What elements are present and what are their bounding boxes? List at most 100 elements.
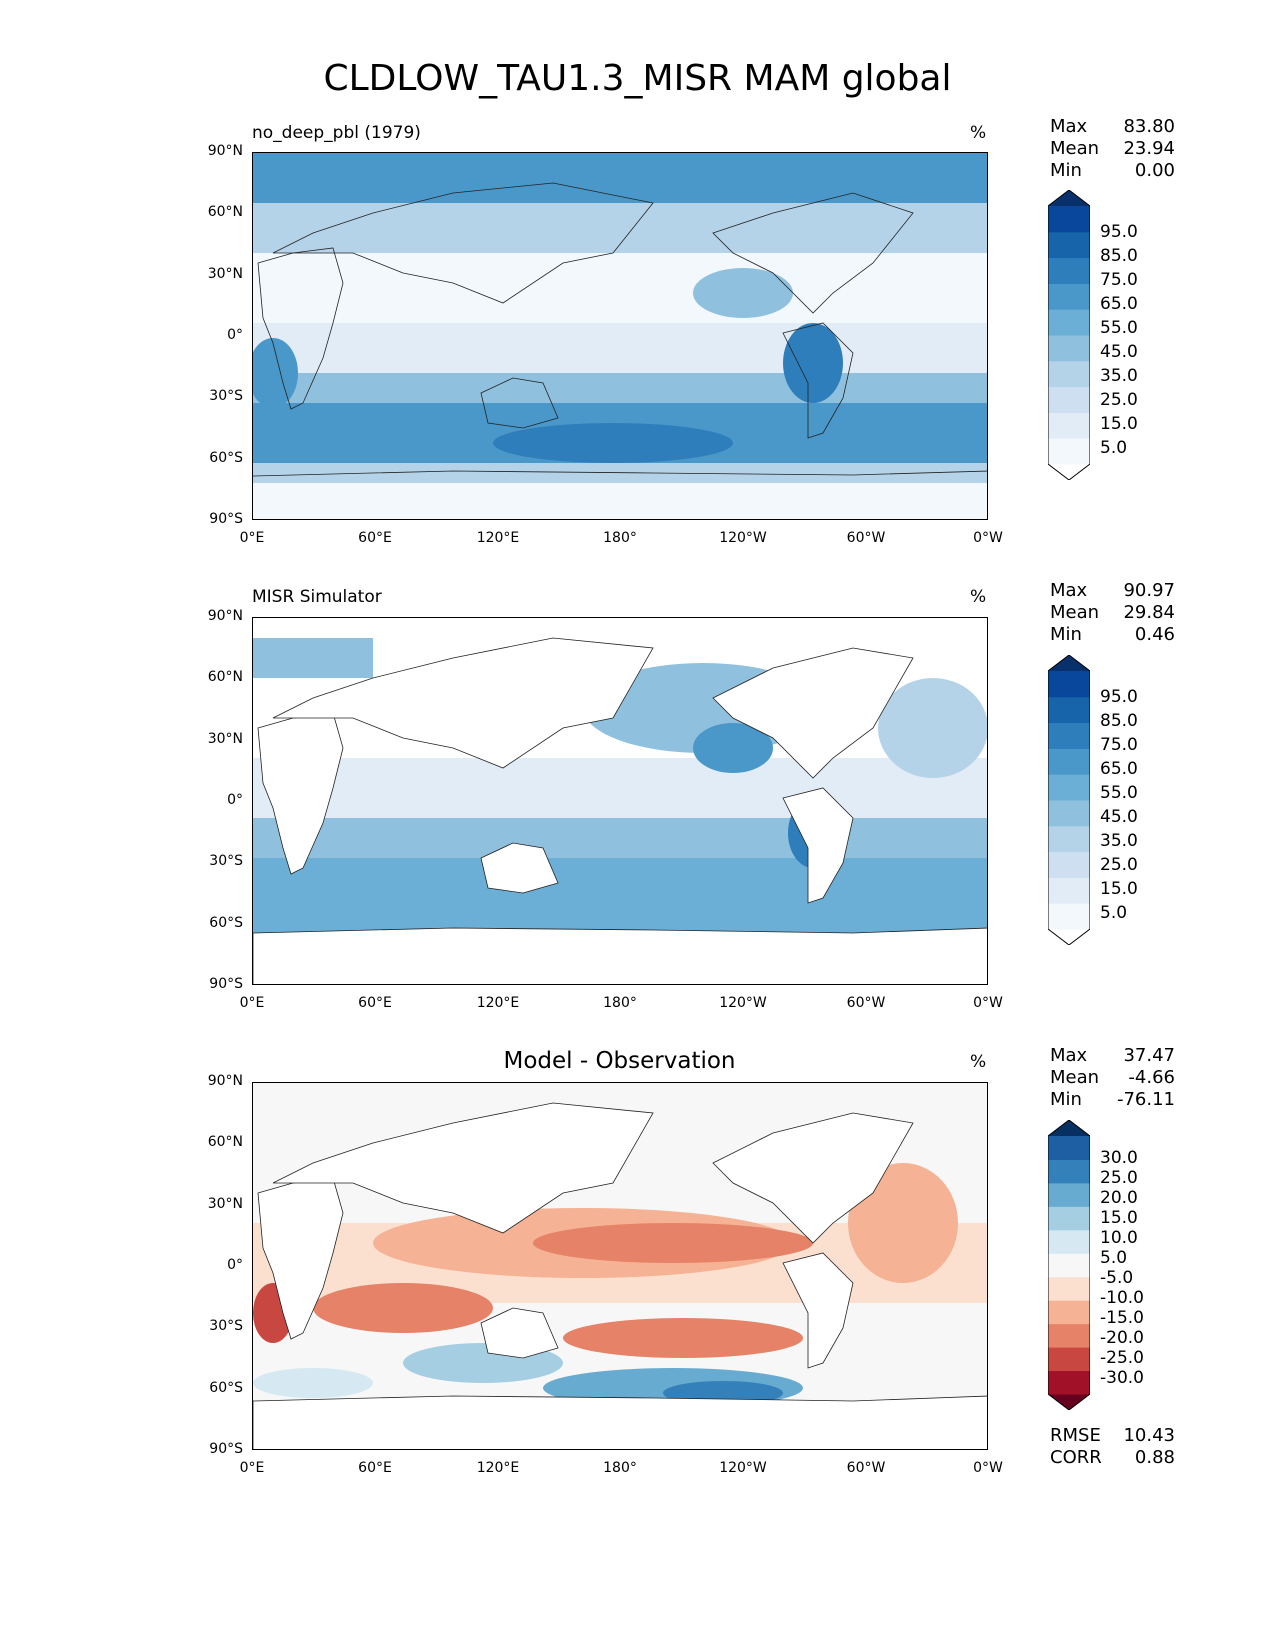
lat-label: 60°N	[207, 1134, 243, 1150]
colorbar-swatch	[1048, 438, 1090, 465]
colorbar	[1048, 190, 1090, 480]
stat-mean-label: Mean	[1050, 602, 1100, 623]
lon-label: 0°W	[973, 1460, 1003, 1476]
colorbar-swatch	[1048, 1159, 1090, 1184]
lon-label: 60°W	[846, 1460, 886, 1476]
colorbar-label: 95.0	[1100, 222, 1138, 242]
colorbar-swatch	[1048, 851, 1090, 878]
colorbar-label: 10.0	[1100, 1228, 1138, 1248]
figure-title: CLDLOW_TAU1.3_MISR MAM global	[323, 58, 952, 99]
stat-min: Min 0.00	[1050, 160, 1175, 182]
colorbar-swatch	[1048, 1300, 1090, 1325]
stat-min-value: -76.11	[1116, 1089, 1175, 1110]
lat-label: 30°N	[207, 266, 243, 282]
panel-observation: MISR Simulator % Max 90.97 Mean 29.84 Min 0…	[0, 0, 1275, 1011]
colorbar-extend-low	[1048, 1394, 1090, 1410]
colorbar-label: -30.0	[1100, 1368, 1144, 1388]
colorbar-label: 15.0	[1100, 414, 1138, 434]
colorbar-label: 85.0	[1100, 711, 1138, 731]
lon-label: 120°E	[476, 995, 520, 1011]
lat-label: 90°S	[209, 1441, 243, 1457]
lat-label: 30°N	[207, 1196, 243, 1212]
units-label: %	[970, 587, 987, 607]
lon-label: 0°E	[239, 1460, 265, 1476]
stat-rmse-label: RMSE	[1050, 1425, 1101, 1446]
lon-label: 120°W	[719, 1460, 767, 1476]
panel-title: MISR Simulator	[252, 587, 382, 607]
colorbar-swatch	[1048, 206, 1090, 233]
panel-title: Model - Observation	[503, 1048, 736, 1074]
colorbar-swatches	[1048, 1120, 1090, 1410]
lat-label: 30°S	[209, 1318, 243, 1334]
lon-label: 60°E	[358, 1460, 392, 1476]
colorbar-swatches	[1048, 190, 1090, 480]
map-observation	[252, 617, 988, 985]
colorbar-label: -20.0	[1100, 1328, 1144, 1348]
stat-corr: CORR 0.88	[1050, 1447, 1175, 1469]
lat-label: 60°S	[209, 450, 243, 466]
lon-label: 180°	[603, 995, 637, 1011]
colorbar-swatch	[1048, 412, 1090, 439]
colorbar-swatch	[1048, 1323, 1090, 1348]
stat-rmse-value: 10.43	[1123, 1425, 1175, 1446]
stat-mean-value: 29.84	[1123, 602, 1175, 623]
colorbar-extend-high	[1048, 1120, 1090, 1136]
panel-difference: Model - Observation % Max 37.47 Mean -4.66…	[0, 0, 1275, 1476]
colorbar-label: 35.0	[1100, 831, 1138, 851]
lat-label: 0°	[227, 792, 243, 808]
colorbar-swatch	[1048, 825, 1090, 853]
stat-min: Min -76.11	[1050, 1089, 1175, 1111]
colorbar-extend-low	[1048, 464, 1090, 480]
colorbar-swatch	[1048, 696, 1090, 724]
colorbar-label: 25.0	[1100, 390, 1138, 410]
lon-label: 60°W	[846, 530, 886, 546]
lat-label: 90°N	[207, 608, 243, 624]
lat-label: 90°N	[207, 1073, 243, 1089]
lat-label: 30°S	[209, 388, 243, 404]
colorbar-label: 75.0	[1100, 270, 1138, 290]
stat-min-label: Min	[1050, 624, 1082, 645]
colorbar-swatch	[1048, 386, 1090, 413]
colorbar	[1048, 1120, 1090, 1410]
stat-corr-label: CORR	[1050, 1447, 1102, 1468]
stat-max-value: 37.47	[1123, 1045, 1175, 1066]
colorbar-extend-low	[1048, 929, 1090, 945]
colorbar-label: 55.0	[1100, 783, 1138, 803]
colorbar-swatch	[1048, 231, 1090, 259]
units-label: %	[970, 1052, 987, 1072]
colorbar-swatch	[1048, 1136, 1090, 1160]
stat-mean-value: -4.66	[1128, 1067, 1175, 1088]
map-difference	[252, 1082, 988, 1450]
stat-min: Min 0.46	[1050, 624, 1175, 646]
colorbar-swatch	[1048, 1347, 1090, 1372]
stat-max-label: Max	[1050, 116, 1088, 137]
colorbar-label: 65.0	[1100, 294, 1138, 314]
map-model	[252, 152, 988, 520]
colorbar-swatch	[1048, 722, 1090, 749]
colorbar-label: 55.0	[1100, 318, 1138, 338]
stat-min-value: 0.00	[1134, 160, 1175, 181]
colorbar	[1048, 655, 1090, 945]
colorbar-label: 25.0	[1100, 855, 1138, 875]
colorbar-swatch	[1048, 903, 1090, 930]
colorbar-swatch	[1048, 283, 1090, 310]
colorbar-label: 15.0	[1100, 1208, 1138, 1228]
lat-label: 90°S	[209, 511, 243, 527]
colorbar-label: 5.0	[1100, 1248, 1128, 1268]
stat-min-value: 0.46	[1134, 624, 1175, 645]
lon-label: 120°E	[476, 1460, 520, 1476]
stat-rmse: RMSE 10.43	[1050, 1425, 1175, 1447]
colorbar-label: 45.0	[1100, 342, 1138, 362]
colorbar-extend-high	[1048, 655, 1090, 671]
colorbar-swatch	[1048, 800, 1090, 827]
colorbar-label: 5.0	[1100, 903, 1128, 923]
colorbar-swatch	[1048, 1370, 1090, 1395]
lon-label: 60°W	[846, 995, 886, 1011]
panel-model: no_deep_pbl (1979) % Max 83.80 Mean 23.94 …	[0, 0, 1275, 546]
lat-label: 0°	[227, 1257, 243, 1273]
colorbar-swatches	[1048, 655, 1090, 945]
lon-label: 0°W	[973, 530, 1003, 546]
lon-label: 0°W	[973, 995, 1003, 1011]
colorbar-swatch	[1048, 360, 1090, 388]
stat-max-value: 83.80	[1123, 116, 1175, 137]
